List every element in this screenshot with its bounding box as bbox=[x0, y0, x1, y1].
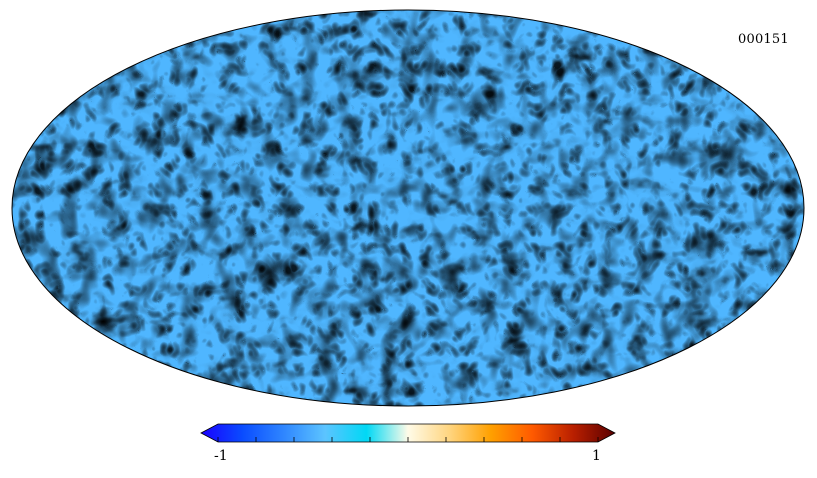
colorbar-ticks bbox=[217, 437, 599, 442]
map-outline bbox=[11, 9, 805, 407]
colorbar-min-label: -1 bbox=[214, 448, 228, 464]
colorbar bbox=[200, 423, 616, 443]
colorbar-max-label: 1 bbox=[592, 448, 601, 464]
map-label: 000151 bbox=[738, 32, 789, 47]
